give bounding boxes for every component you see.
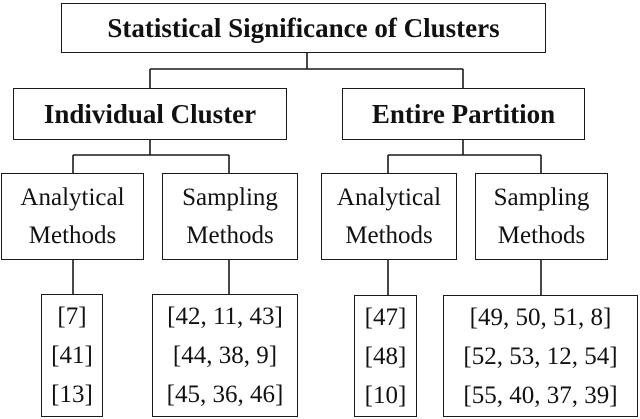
ref-item: [13]: [51, 381, 93, 408]
refs-node-individual-analytical: [7] [41] [13]: [41, 294, 103, 417]
ref-item: [55, 40, 37, 39]: [463, 381, 618, 409]
method-label-line: Methods: [345, 221, 433, 249]
method-node-individual-sampling: Sampling Methods: [162, 173, 298, 260]
ref-item: [47]: [364, 303, 407, 331]
root-label: Statistical Significance of Clusters: [107, 12, 500, 43]
ref-item: [10]: [364, 381, 407, 409]
method-label-line: Methods: [497, 221, 586, 249]
ref-item: [49, 50, 51, 8]: [469, 303, 612, 331]
method-label-line: Methods: [186, 221, 274, 249]
method-label-line: Analytical: [20, 183, 125, 211]
branch-node-entire-partition: Entire Partition: [342, 88, 585, 140]
method-label-line: Sampling: [182, 183, 278, 211]
ref-item: [44, 38, 9]: [172, 342, 278, 369]
branch-label: Entire Partition: [371, 98, 556, 129]
branch-node-individual-cluster: Individual Cluster: [13, 88, 287, 140]
method-label-line: Methods: [28, 221, 117, 249]
ref-item: [48]: [364, 342, 407, 370]
refs-node-individual-sampling: [42, 11, 43] [44, 38, 9] [45, 36, 46]: [152, 294, 298, 417]
branch-label: Individual Cluster: [43, 98, 257, 129]
method-node-individual-analytical: Analytical Methods: [1, 173, 144, 260]
root-node: Statistical Significance of Clusters: [61, 3, 546, 53]
ref-item: [45, 36, 46]: [166, 381, 284, 408]
method-node-entire-analytical: Analytical Methods: [321, 173, 457, 260]
ref-item: [42, 11, 43]: [167, 303, 283, 330]
ref-item: [7]: [57, 303, 87, 330]
ref-item: [41]: [51, 342, 93, 369]
method-label-line: Sampling: [493, 183, 590, 211]
ref-item: [52, 53, 12, 54]: [463, 342, 618, 370]
method-label-line: Analytical: [336, 183, 442, 211]
refs-node-entire-analytical: [47] [48] [10]: [354, 295, 417, 417]
refs-node-entire-sampling: [49, 50, 51, 8] [52, 53, 12, 54] [55, 40…: [443, 295, 638, 417]
method-node-entire-sampling: Sampling Methods: [475, 173, 608, 260]
